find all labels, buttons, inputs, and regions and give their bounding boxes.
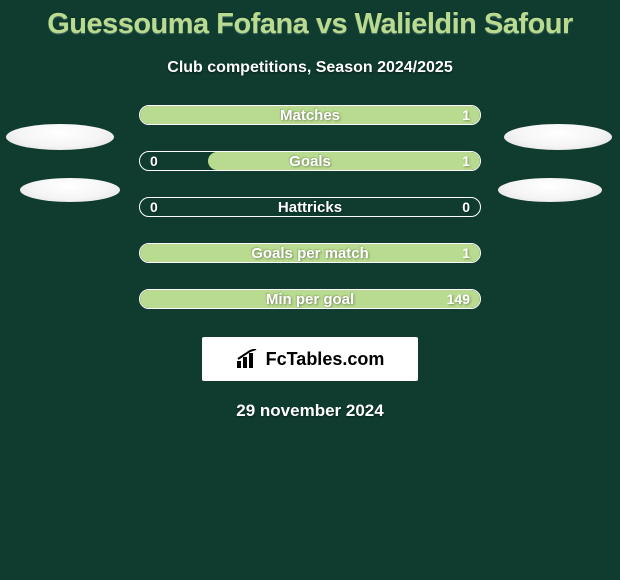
page-title: Guessouma Fofana vs Walieldin Safour: [0, 0, 620, 41]
comparison-card: Guessouma Fofana vs Walieldin Safour Clu…: [0, 0, 620, 580]
stat-bar: Goals 0 1: [139, 151, 481, 171]
stat-value-left: 0: [150, 199, 158, 215]
stat-bar: Min per goal 149: [139, 289, 481, 309]
stat-value-left: 0: [150, 153, 158, 169]
stat-value-right: 1: [462, 153, 470, 169]
stat-label: Matches: [280, 107, 340, 124]
subtitle: Club competitions, Season 2024/2025: [0, 59, 620, 77]
stat-label: Hattricks: [278, 199, 342, 216]
stat-bar: Matches 1: [139, 105, 481, 125]
stat-bar-fill: [208, 152, 480, 170]
stat-row: Goals per match 1: [0, 243, 620, 263]
stat-row: Min per goal 149: [0, 289, 620, 309]
stat-value-right: 149: [447, 291, 470, 307]
stat-value-right: 1: [462, 107, 470, 123]
stat-label: Goals per match: [251, 245, 369, 262]
stat-row: Matches 1: [0, 105, 620, 125]
stat-value-right: 0: [462, 199, 470, 215]
chart-icon: [236, 349, 260, 369]
source-logo: FcTables.com: [202, 337, 418, 381]
logo-text: FcTables.com: [266, 349, 385, 370]
stat-label: Min per goal: [266, 291, 354, 308]
stat-bar: Hattricks 0 0: [139, 197, 481, 217]
stats-container: Matches 1 Goals 0 1 Hattricks 0 0 Goals per matc…: [0, 105, 620, 309]
stat-label: Goals: [289, 153, 331, 170]
date-label: 29 november 2024: [0, 401, 620, 421]
stat-row: Hattricks 0 0: [0, 197, 620, 217]
stat-row: Goals 0 1: [0, 151, 620, 171]
stat-bar: Goals per match 1: [139, 243, 481, 263]
stat-value-right: 1: [462, 245, 470, 261]
